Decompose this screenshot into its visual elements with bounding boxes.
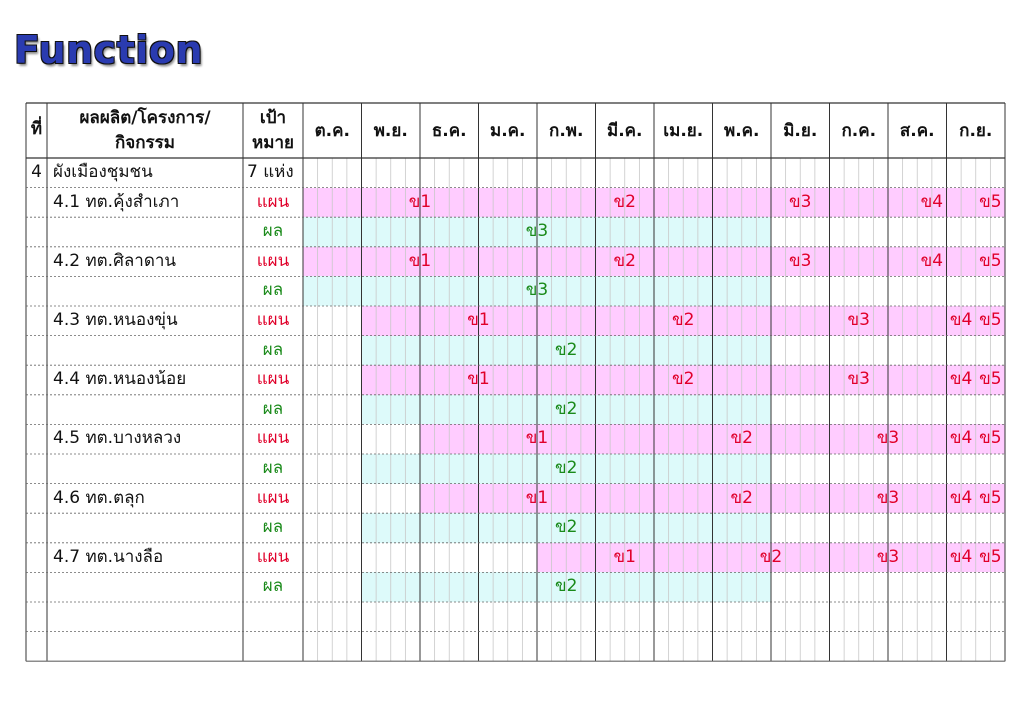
header-month: ก.ค.: [841, 121, 877, 141]
plan-label: แผน: [256, 428, 290, 449]
plan-segment-label: ข5: [979, 191, 1002, 212]
section-no: 4: [31, 162, 42, 182]
result-label: ผล: [262, 517, 284, 538]
plan-label: แผน: [256, 191, 290, 212]
result-label: ผล: [262, 576, 284, 597]
header-target: หมาย: [252, 133, 294, 153]
plan-segment-label: ข1: [408, 191, 432, 212]
result-segment-label: ข3: [525, 221, 549, 242]
header-month: มี.ค.: [607, 121, 643, 141]
plan-segment-label: ข3: [876, 428, 900, 449]
plan-label: แผน: [256, 546, 290, 567]
header-month: เม.ย.: [663, 121, 704, 141]
plan-label: แผน: [256, 487, 290, 508]
result-segment-label: ข2: [555, 398, 578, 419]
plan-label: แผน: [256, 310, 290, 330]
page-title: Function: [14, 28, 204, 72]
header-month: ธ.ค.: [431, 121, 467, 141]
header-month: ก.ย.: [959, 121, 993, 141]
result-segment-label: ข2: [555, 576, 578, 597]
plan-segment-label: ข5: [979, 546, 1002, 567]
result-segment-label: ข3: [525, 280, 549, 301]
plan-segment-label: ข2: [613, 191, 636, 212]
plan-segment-label: ข5: [979, 369, 1002, 390]
plan-segment-label: ข5: [979, 250, 1002, 271]
header-target: เป้า: [259, 108, 287, 128]
header-month: ก.พ.: [549, 121, 584, 141]
result-label: ผล: [262, 339, 284, 360]
header-month: พ.ค.: [724, 121, 760, 141]
header-month: ส.ค.: [899, 121, 935, 141]
plan-segment-label: ข5: [979, 428, 1002, 449]
result-label: ผล: [262, 280, 284, 301]
item-name: 4.2 ทต.ศิลาดาน: [53, 250, 177, 271]
item-name: 4.4 ทต.หนองน้อย: [53, 369, 187, 390]
item-name: 4.1 ทต.คุ้งสำเภา: [53, 191, 180, 212]
plan-segment-label: ข1: [525, 487, 549, 508]
plan-segment-label: ข1: [525, 428, 549, 449]
plan-segment-label: ข4: [949, 369, 973, 390]
section-target: 7 แห่ง: [247, 162, 294, 182]
plan-segment-label: ข2: [672, 369, 695, 390]
header-month: พ.ย.: [373, 121, 408, 141]
result-label: ผล: [262, 398, 284, 419]
item-name: 4.3 ทต.หนองขุ่น: [53, 310, 178, 330]
plan-segment-label: ข3: [847, 369, 870, 390]
plan-segment-label: ข1: [613, 546, 636, 567]
plan-segment-label: ข4: [949, 428, 973, 449]
plan-segment-label: ข2: [759, 546, 783, 567]
plan-segment-label: ข2: [730, 428, 753, 449]
plan-label: แผน: [256, 250, 290, 271]
plan-segment-label: ข2: [730, 487, 753, 508]
plan-segment-label: ข4: [949, 310, 973, 330]
plan-label: แผน: [256, 369, 290, 390]
plan-segment-label: ข3: [876, 546, 900, 567]
plan-segment-label: ข1: [467, 310, 490, 330]
header-month: มิ.ย.: [783, 121, 818, 141]
result-segment-label: ข2: [555, 339, 578, 360]
header-month: ม.ค.: [490, 121, 526, 141]
plan-segment-label: ข4: [949, 546, 973, 567]
item-name: 4.5 ทต.บางหลวง: [53, 428, 182, 449]
item-name: 4.7 ทต.นางลือ: [53, 546, 164, 567]
result-label: ผล: [262, 458, 284, 478]
plan-segment-label: ข4: [920, 250, 944, 271]
plan-segment-label: ข3: [789, 191, 812, 212]
result-segment-label: ข2: [555, 458, 578, 478]
header-activity: กิจกรรม: [114, 133, 175, 153]
result-segment-label: ข2: [555, 517, 578, 538]
item-name: 4.6 ทต.ตลุก: [53, 487, 145, 508]
plan-segment-label: ข5: [979, 310, 1002, 330]
header-no: ที่: [30, 119, 43, 139]
plan-segment-label: ข3: [847, 310, 870, 330]
plan-segment-label: ข2: [672, 310, 695, 330]
result-label: ผล: [262, 221, 284, 242]
plan-segment-label: ข1: [467, 369, 490, 390]
plan-segment-label: ข4: [920, 191, 944, 212]
section-name: ผังเมืองชุมชน: [53, 162, 153, 182]
plan-segment-label: ข2: [613, 250, 636, 271]
plan-segment-label: ข5: [979, 487, 1002, 508]
plan-segment-label: ข4: [949, 487, 973, 508]
plan-segment-label: ข3: [789, 250, 812, 271]
header-month: ต.ค.: [314, 121, 350, 141]
plan-segment-label: ข1: [408, 250, 432, 271]
header-activity: ผลผลิต/โครงการ/: [79, 108, 211, 128]
plan-segment-label: ข3: [876, 487, 900, 508]
